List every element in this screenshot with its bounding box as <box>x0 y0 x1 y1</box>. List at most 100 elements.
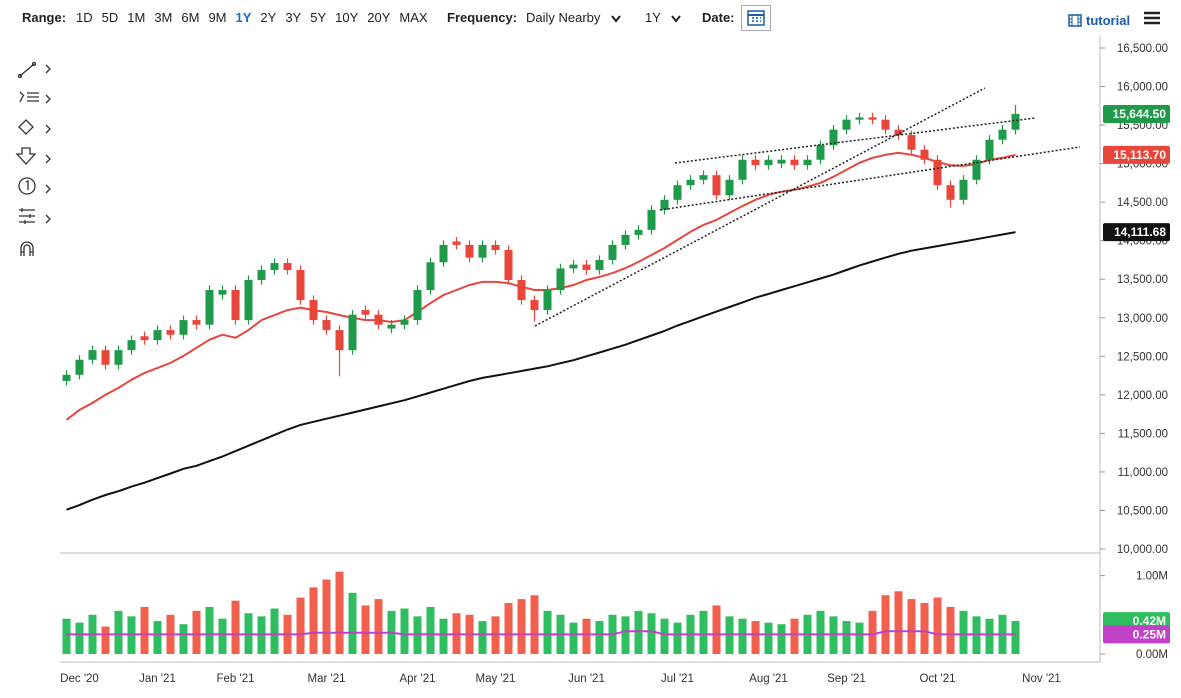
candle-body <box>140 336 149 341</box>
candle-body <box>88 350 97 360</box>
volume-bar <box>868 610 877 654</box>
tool-line[interactable] <box>17 61 51 79</box>
candle-body <box>426 262 435 291</box>
tool-arrow[interactable] <box>15 147 51 165</box>
y-tick-label: 13,000.00 <box>1117 313 1168 325</box>
candle-body <box>101 350 110 365</box>
volume-bar <box>946 606 955 654</box>
tool-measure[interactable] <box>19 208 51 224</box>
candle-body <box>569 264 578 269</box>
volume-bar <box>842 621 851 654</box>
line-series <box>66 231 1016 511</box>
candle-body <box>777 159 786 164</box>
price-tag <box>1103 625 1170 644</box>
y-tick-label: 14,500.00 <box>1117 197 1168 209</box>
candle-body <box>309 300 318 321</box>
range-button[interactable]: 2Y <box>260 10 277 25</box>
x-tick-label: May '21 <box>476 673 516 685</box>
range-button[interactable]: MAX <box>399 10 428 25</box>
chevron <box>611 15 621 23</box>
candle-body <box>465 244 474 258</box>
x-tick-label: Dec '20 <box>60 673 99 685</box>
volume-bar <box>569 622 578 654</box>
range-button[interactable]: 6M <box>181 10 200 25</box>
candle-body <box>972 159 981 180</box>
y-tick-label: 1.00M <box>1136 571 1168 583</box>
volume-bar <box>751 621 760 654</box>
candle-body <box>413 290 422 321</box>
candle-body <box>595 259 604 270</box>
volume-bar <box>712 605 721 654</box>
frequency-label: Frequency: <box>447 10 518 25</box>
volume-bar <box>621 616 630 654</box>
tutorial-link[interactable]: tutorial <box>1086 13 1131 28</box>
volume-bar <box>634 610 643 654</box>
volume-bar <box>699 610 708 654</box>
range-button[interactable]: 3Y <box>285 10 302 25</box>
volume-bar <box>777 624 786 654</box>
candle-body <box>933 159 942 186</box>
candle-body <box>894 129 903 136</box>
volume-bar <box>218 618 227 654</box>
tool-shape[interactable] <box>18 119 51 135</box>
candle-body <box>608 244 617 260</box>
candle-body <box>478 244 487 258</box>
volume-bar <box>933 597 942 654</box>
candle-body <box>881 119 890 130</box>
chevron <box>671 15 681 23</box>
volume-bar <box>790 618 799 654</box>
tool-fib[interactable] <box>19 91 51 104</box>
candle-body <box>868 117 877 120</box>
candle-body <box>790 159 799 166</box>
trend-line <box>674 117 1036 164</box>
calendar-button[interactable] <box>741 5 771 31</box>
candle-body <box>179 320 188 335</box>
candle-body <box>556 268 565 291</box>
range-button[interactable]: 1Y <box>235 10 252 25</box>
y-tick-label: 12,500.00 <box>1117 351 1168 363</box>
x-tick-label: Jul '21 <box>661 673 694 685</box>
price-tag-label: 14,111.68 <box>1114 225 1166 239</box>
tool-magnet[interactable] <box>20 241 34 256</box>
range-button[interactable]: 20Y <box>367 10 391 25</box>
range-button[interactable]: 5Y <box>310 10 327 25</box>
volume-bar <box>985 618 994 654</box>
volume-bar <box>673 622 682 654</box>
volume-bar <box>959 610 968 654</box>
x-tick-label: Apr '21 <box>399 673 435 685</box>
y-tick-label: 13,500.00 <box>1117 274 1168 286</box>
range-button[interactable]: 1D <box>76 10 93 25</box>
volume-bar <box>231 600 240 654</box>
range-button[interactable]: 10Y <box>335 10 359 25</box>
date-label: Date: <box>702 10 735 25</box>
period-select[interactable]: 1Y <box>645 10 661 25</box>
range-button[interactable]: 5D <box>101 10 119 25</box>
menu-button[interactable] <box>1144 11 1160 25</box>
y-tick-label: 11,000.00 <box>1118 467 1168 479</box>
volume-bar <box>75 622 84 654</box>
tool-label[interactable] <box>18 177 51 195</box>
frequency-select[interactable]: Daily Nearby <box>526 10 601 25</box>
volume-bar <box>140 606 149 654</box>
candle-body <box>907 135 916 150</box>
candle-body <box>582 264 591 270</box>
range-button[interactable]: 9M <box>208 10 227 25</box>
range-label: Range: <box>22 10 67 25</box>
range-button[interactable]: 1M <box>127 10 146 25</box>
toolbar: Range: 1D 5D 1M 3M 6M 9M 1Y 2Y 3Y 5Y 10Y 20Y MAX Fre… <box>0 0 1181 36</box>
x-tick-label: Jan '21 <box>139 673 176 685</box>
volume-bar <box>296 597 305 654</box>
range-button[interactable]: 3M <box>154 10 173 25</box>
candle-body <box>166 330 175 335</box>
candle-body <box>738 159 747 180</box>
tutorial-icon <box>1068 14 1082 27</box>
x-tick-label: Sep '21 <box>827 673 866 685</box>
candle-body <box>491 244 500 250</box>
candle-body <box>634 229 643 235</box>
x-tick-label: Nov '21 <box>1022 673 1061 685</box>
candle-body <box>192 320 201 325</box>
volume-bar <box>582 618 591 654</box>
candle-body <box>335 330 344 351</box>
candle-body <box>764 159 773 166</box>
x-tick-label: Aug '21 <box>749 673 788 685</box>
